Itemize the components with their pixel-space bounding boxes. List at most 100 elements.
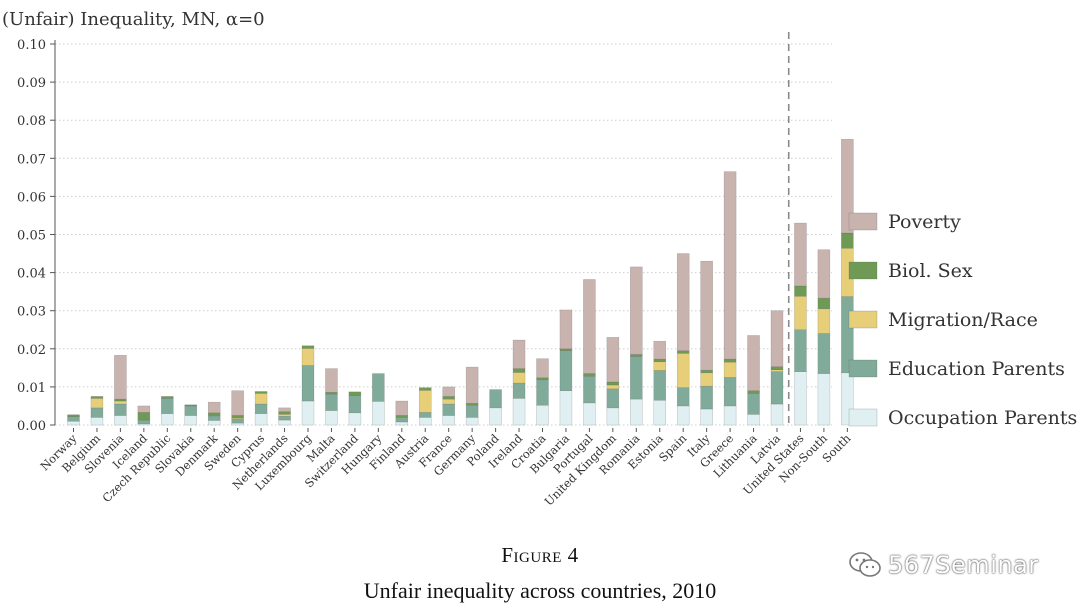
bar-segment [419, 417, 432, 426]
bar-segment [841, 232, 854, 249]
bar-segment [67, 414, 80, 417]
bar-segment [700, 385, 713, 410]
bar-segment [90, 407, 104, 418]
bar-segment [559, 390, 573, 426]
bar-segment [583, 402, 596, 426]
bar-segment [676, 387, 690, 407]
y-tick-label: 0.01 [17, 381, 46, 396]
bar-segment [583, 279, 596, 374]
y-tick-label: 0.00 [17, 419, 46, 434]
legend-label: Biol. Sex [888, 260, 973, 282]
bar-segment [278, 411, 291, 415]
bar-segment [770, 369, 784, 372]
bar-segment [512, 382, 526, 399]
bar-segment [630, 356, 643, 400]
bar-segment [794, 329, 807, 372]
legend-swatch [848, 359, 878, 378]
bar-segment [114, 398, 127, 402]
bar-segment [90, 417, 104, 426]
bar-segment [817, 249, 831, 299]
bar-segment [465, 417, 479, 426]
bar-segment [184, 404, 197, 407]
y-tick-label: 0.08 [17, 114, 46, 129]
bar-segment [301, 400, 315, 426]
bar-segment [747, 393, 760, 415]
bar-segment [301, 348, 315, 366]
watermark: 567Seminar [848, 550, 1039, 580]
watermark-text: 567Seminar [888, 551, 1039, 579]
bar-segment [395, 421, 409, 426]
bar-segment [465, 366, 479, 404]
grid [55, 43, 832, 426]
bar-segment [559, 309, 573, 350]
bar-segment [653, 361, 666, 371]
bar-segment [207, 401, 221, 414]
bar-segment [254, 403, 268, 414]
bar-segment [231, 422, 244, 426]
y-tick-label: 0.05 [17, 229, 46, 244]
bar-segment [90, 396, 104, 399]
bar-segment [794, 285, 807, 297]
bar-segment [278, 419, 291, 426]
legend-label: Migration/Race [888, 309, 1038, 331]
bar-segment [723, 361, 737, 378]
bar-segment [161, 413, 174, 426]
bar-segment [653, 399, 666, 426]
bar-segment [254, 413, 268, 426]
bar-segment [419, 387, 432, 391]
legend-label: Occupation Parents [888, 407, 1077, 429]
bars [67, 32, 854, 427]
bar-segment [700, 372, 713, 387]
bar-segment [817, 333, 831, 374]
bar-segment [278, 407, 291, 412]
bar-segment [278, 415, 291, 421]
bar-segment [606, 384, 620, 390]
bar-segment [419, 390, 432, 413]
bar-segment [207, 420, 221, 426]
bar-segment [184, 415, 197, 426]
bar-segment [512, 398, 526, 426]
bar-segment [630, 354, 643, 357]
wechat-icon [849, 552, 881, 577]
bar-segment [606, 388, 620, 409]
bar-segment [653, 358, 666, 363]
bar-segment [583, 375, 596, 404]
bar-segment [442, 415, 455, 426]
y-tick-label: 0.09 [17, 76, 46, 91]
bar-segment [489, 407, 502, 426]
y-tick-label: 0.10 [17, 38, 46, 53]
bar-segment [559, 348, 573, 351]
bar-segment [442, 398, 455, 405]
bar-segment [817, 297, 831, 310]
bar-segment [770, 310, 784, 367]
bar-segment [536, 379, 549, 406]
bar-segment [794, 295, 807, 330]
bar-segment [395, 415, 409, 418]
bar-segment [817, 308, 831, 334]
bar-segment [278, 414, 291, 417]
y-tick-label: 0.07 [17, 152, 46, 167]
legend-label: Education Parents [888, 358, 1065, 380]
bar-segment [301, 365, 315, 402]
bar-segment [442, 403, 455, 416]
bar-segment [700, 369, 713, 374]
legend-swatch [848, 408, 878, 427]
bar-segment [747, 335, 760, 391]
bar-segment [817, 373, 831, 426]
bar-segment [583, 373, 596, 377]
bar-segment [606, 337, 620, 383]
bar-segment [770, 371, 784, 405]
bar-segment [700, 260, 713, 371]
bar-segment [770, 403, 784, 426]
bar-segment [184, 405, 197, 416]
bar-segment [395, 417, 409, 423]
bar-segment [161, 396, 174, 399]
bar-segment [559, 350, 573, 391]
bar-segment [114, 403, 127, 416]
legend: Poverty Biol. Sex Migration/Race Education … [848, 211, 1077, 429]
bar-segment [794, 222, 807, 287]
bar-segment [841, 139, 854, 234]
bar-segment [794, 371, 807, 426]
bar-segment [442, 386, 455, 397]
